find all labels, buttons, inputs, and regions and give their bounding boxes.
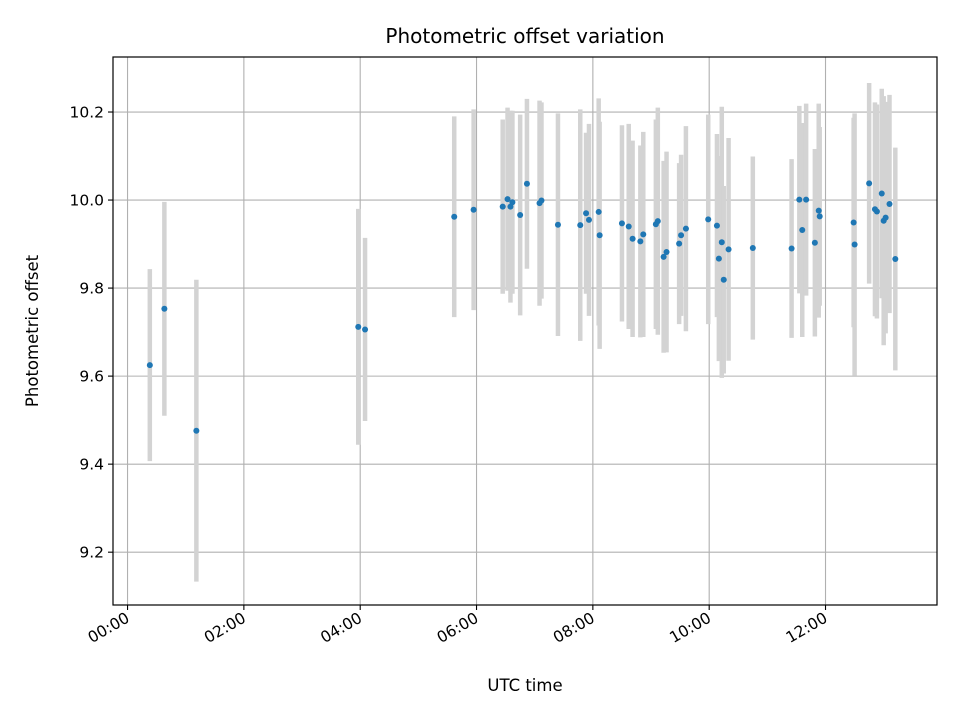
data-point [504,196,511,203]
data-point [499,203,506,210]
data-point [866,180,873,187]
x-tick-label: 10:00 [667,609,715,647]
data-point [193,427,200,434]
y-tick-label: 9.8 [79,280,104,298]
data-point [678,232,685,239]
y-tick-label: 9.4 [79,456,104,474]
data-point [718,239,725,246]
data-point [878,190,885,197]
data-point [640,231,647,238]
x-tick-label: 00:00 [85,609,133,647]
data-point [873,208,880,215]
data-point [796,196,803,203]
data-point [554,221,561,228]
data-point [882,214,889,221]
plot-frame [112,56,938,606]
data-point [523,180,530,187]
data-point [629,235,636,242]
data-point [816,213,823,220]
data-point [811,239,818,246]
x-tick-label: 06:00 [434,609,482,647]
y-tick-label: 10.2 [69,104,104,122]
x-tick-label: 02:00 [201,609,249,647]
data-point [517,212,524,219]
data-point [851,241,858,248]
y-tick-label: 10.0 [69,192,104,210]
data-point [451,213,458,220]
data-point [654,218,661,225]
data-point [892,256,899,263]
data-point [720,276,727,283]
data-point [705,216,712,223]
point-layer [146,180,899,434]
data-point [749,245,756,252]
x-tick-label: 04:00 [318,609,366,647]
data-point [663,248,670,255]
data-point [618,220,625,227]
data-point [470,206,477,213]
data-point [850,219,857,226]
x-tick-label: 08:00 [550,609,598,647]
data-point [815,207,822,214]
chart-title: Photometric offset variation [385,24,664,48]
data-point [161,305,168,312]
y-tick-label: 9.6 [79,368,104,386]
x-tick-label: 12:00 [783,609,831,647]
data-point [538,197,545,204]
data-point [799,226,806,233]
data-point [682,225,689,232]
y-tick-label: 9.2 [79,544,104,562]
y-tick-layer: 9.2 9.4 9.6 9.8 10.0 10.2 [69,104,113,562]
data-point [355,323,362,330]
data-point [585,216,592,223]
data-point [713,222,720,229]
data-point [362,326,369,333]
data-point [146,362,153,369]
data-point [596,232,603,239]
data-point [660,253,667,260]
y-axis-label: Photometric offset [23,254,42,407]
data-point [577,222,584,229]
x-tick-layer: 00:00 02:00 04:00 06:00 08:00 10:00 12:00 [85,605,831,647]
data-point [625,223,632,230]
data-point [886,201,893,208]
data-point [788,245,795,252]
data-point [637,238,644,245]
data-point [676,240,683,247]
data-point [725,246,732,253]
x-axis-label: UTC time [487,676,562,695]
data-point [583,210,590,217]
data-point [803,196,810,203]
data-point [509,199,516,206]
data-point [595,208,602,215]
data-point [715,255,722,262]
